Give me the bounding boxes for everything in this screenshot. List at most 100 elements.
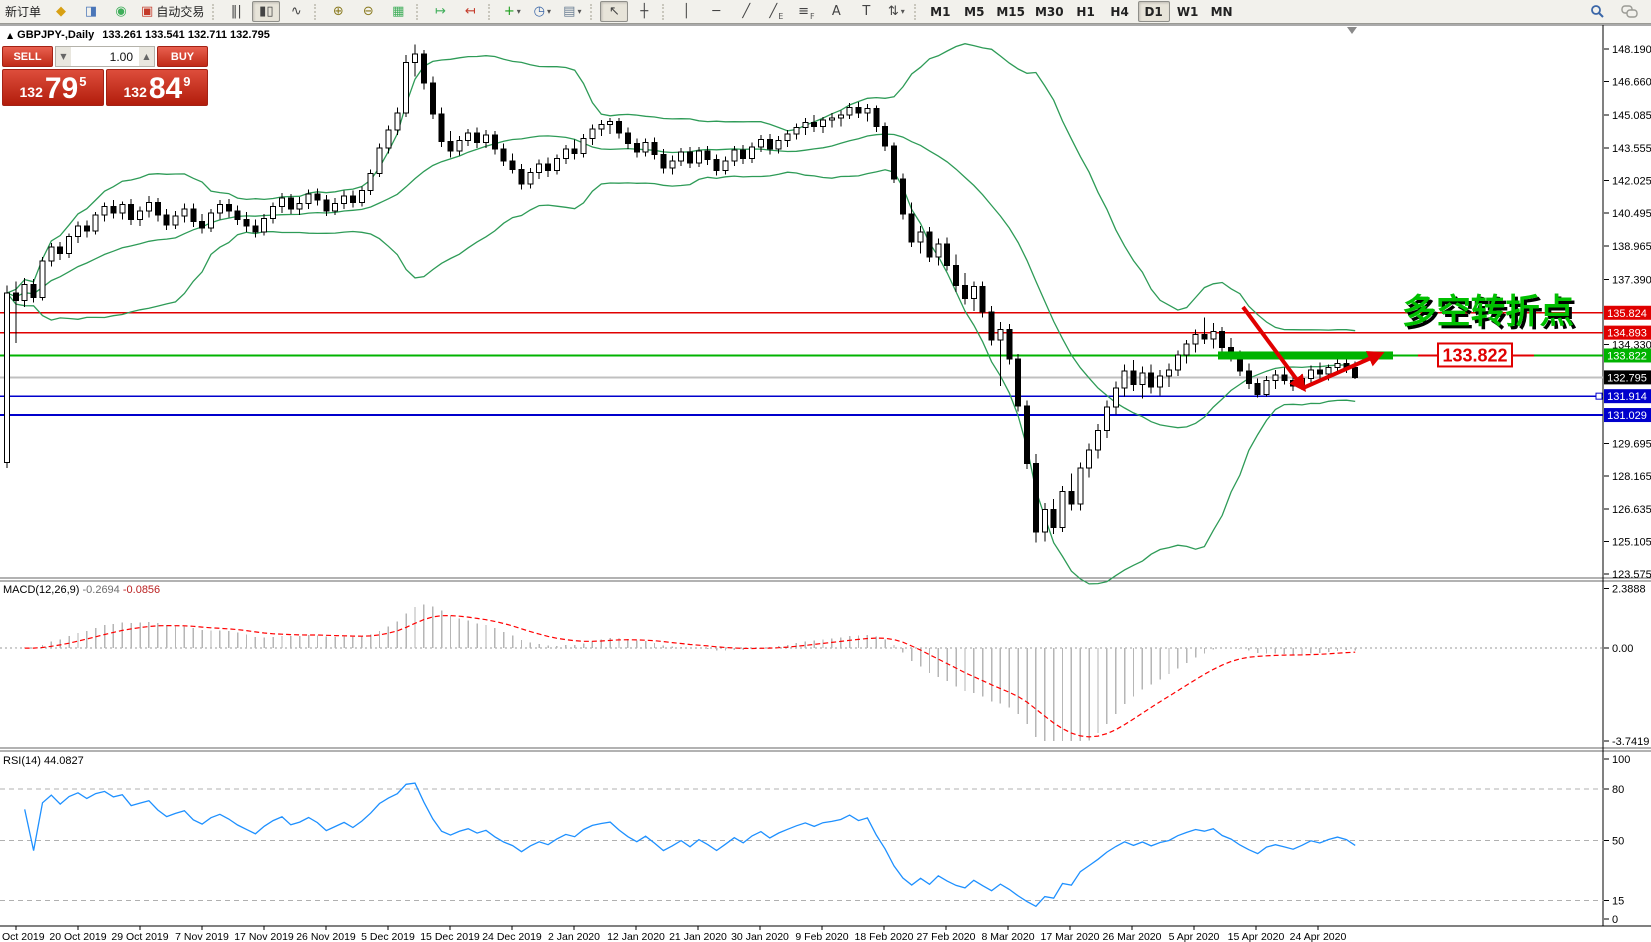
zoom-out-button[interactable]: ⊖ [354, 1, 382, 22]
timeframe-m1-button[interactable]: M1 [930, 4, 951, 19]
templates-button[interactable]: ▤ ▾ [558, 1, 586, 22]
date-axis[interactable]: 10 Oct 2019 20 Oct 2019 29 Oct 2019 7 Nov 2… [0, 926, 1346, 942]
candles-layer [4, 44, 1359, 543]
trendline-icon: ╱ [742, 4, 751, 19]
volume-down-button[interactable]: ▼ [56, 47, 71, 66]
down-arrow[interactable] [1241, 305, 1306, 393]
price-badge-text: 134.893 [1607, 328, 1647, 340]
up-arrow[interactable] [1302, 351, 1385, 390]
candle [110, 206, 117, 214]
candle [873, 108, 880, 128]
candle [855, 106, 862, 114]
tile-windows-button[interactable]: ▦ [384, 1, 412, 22]
trendline-button[interactable]: ╱ [732, 1, 760, 22]
candle [39, 260, 46, 298]
indicators-button[interactable]: + ▾ [498, 1, 526, 22]
autotrading-button[interactable]: ▣ 自动交易 [141, 4, 205, 19]
line-chart-button[interactable]: ∿ [282, 1, 310, 22]
buy-button[interactable]: BUY [157, 46, 208, 67]
auto-scroll-button[interactable]: ↦ [426, 1, 454, 22]
turning-point-text[interactable]: 多空转折点 [1402, 293, 1574, 331]
date-label: 15 Dec 2019 [420, 931, 480, 942]
timeframe-m30-button[interactable]: M30 [1034, 4, 1064, 19]
text-button[interactable]: A [822, 1, 850, 22]
candle [553, 158, 560, 171]
timeframe-h4-button[interactable]: H4 [1110, 4, 1129, 19]
candle [926, 231, 933, 258]
candle [1006, 328, 1013, 360]
candlestick-chart-button[interactable]: ▮▯ [252, 1, 281, 22]
chat-button[interactable] [1615, 1, 1643, 22]
price-badge-text: 131.914 [1607, 391, 1647, 403]
fibonacci-button[interactable]: ≡ F [798, 4, 815, 21]
sell-price-big: 79 [44, 71, 79, 105]
price-badge [1604, 305, 1651, 320]
text-label-button[interactable]: T [852, 1, 880, 22]
one-click-collapse-icon[interactable]: ▲ [7, 30, 14, 40]
date-label: 20 Oct 2019 [49, 931, 106, 942]
candle [1352, 366, 1359, 378]
timeframe-h1-button[interactable]: H1 [1076, 4, 1095, 19]
candle [731, 149, 738, 162]
price-tick: 137.390 [1612, 274, 1651, 286]
price-axis: 148.190 146.660 145.085 143.555 142.025 140.4… [1604, 44, 1651, 581]
equidistant-channel-button[interactable]: ╱ E [769, 4, 784, 21]
thick-support-line[interactable] [1218, 351, 1393, 360]
cursor-icon: ↖ [608, 4, 620, 19]
buy-price-panel[interactable]: 132 84 9 [106, 69, 208, 106]
signals-button[interactable]: ◉ [107, 1, 135, 22]
candle [1095, 430, 1102, 451]
candle [367, 173, 374, 192]
price-tag-box[interactable] [1437, 342, 1513, 368]
bar-chart-button[interactable]: ‖| [222, 1, 250, 22]
timeframe-mn-button[interactable]: MN [1210, 4, 1233, 19]
macd-axis-tick: -3.7419 [1612, 736, 1649, 748]
candle [314, 193, 321, 201]
price-tick: 143.555 [1612, 143, 1651, 155]
crosshair-icon: ┼ [640, 4, 649, 19]
candle [1148, 372, 1155, 388]
horizontal-line-button[interactable]: ─ [702, 1, 730, 22]
timeframe-m15-button[interactable]: M15 [996, 4, 1025, 19]
periods-button[interactable]: ◷ ▾ [528, 1, 556, 22]
toolbar-separator [590, 3, 595, 20]
candle [261, 217, 268, 233]
candle [1210, 330, 1217, 340]
new-order-button[interactable]: 新订单 [5, 5, 42, 19]
candle [1068, 490, 1075, 505]
candle [979, 286, 986, 313]
vertical-line-button[interactable]: │ [672, 1, 700, 22]
candle [385, 129, 392, 149]
community-button[interactable]: ◨ [77, 1, 105, 22]
search-button[interactable] [1583, 1, 1611, 22]
chart-shift-button[interactable]: ↤ [456, 1, 484, 22]
timeframe-w1-button[interactable]: W1 [1176, 4, 1199, 19]
price-tick: 148.190 [1612, 44, 1651, 56]
cursor-button[interactable]: ↖ [600, 1, 629, 22]
zoom-out-icon: ⊖ [362, 4, 374, 19]
volume-up-button[interactable]: ▲ [139, 47, 154, 66]
timeframe-d1-button[interactable]: D1 [1137, 1, 1170, 22]
timeframe-m5-button[interactable]: M5 [964, 4, 985, 19]
volume-stepper: ▼ ▲ [55, 46, 155, 67]
date-label: 24 Dec 2019 [482, 931, 542, 942]
arrows-button[interactable]: ⇅ ▾ [882, 1, 910, 22]
price-tag-text: 133.822 [1442, 345, 1507, 365]
sell-price-panel[interactable]: 132 79 5 [2, 69, 104, 106]
line-handle[interactable] [1595, 392, 1603, 400]
volume-input[interactable] [71, 47, 139, 66]
candle [163, 214, 170, 226]
chart-shift-marker[interactable] [1347, 27, 1357, 34]
periods-icon: ◷ [533, 4, 545, 19]
sell-button[interactable]: SELL [2, 46, 53, 67]
candle [882, 126, 889, 147]
price-tick: 140.495 [1612, 208, 1651, 220]
crosshair-button[interactable]: ┼ [630, 1, 658, 22]
metaeditor-button[interactable]: ◆ [47, 1, 75, 22]
zoom-in-button[interactable]: ⊕ [324, 1, 352, 22]
chart-shift-icon: ↤ [464, 4, 476, 19]
macd-label: MACD(12,26,9) -0.2694 -0.0856 [3, 584, 160, 596]
candle [624, 132, 631, 145]
